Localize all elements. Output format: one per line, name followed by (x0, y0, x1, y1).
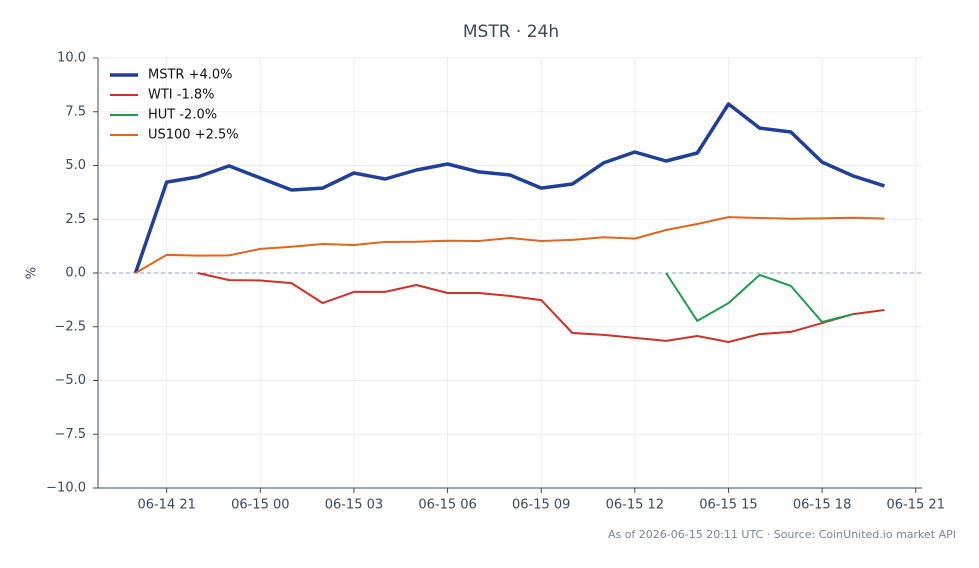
line-2 (665, 272, 854, 323)
x-tick-label: 06-15 03 (325, 498, 383, 513)
x-tick-label: 06-14 21 (137, 498, 195, 513)
y-tick-label: 2.5 (65, 212, 86, 227)
legend-label: MSTR +4.0% (148, 68, 233, 83)
chart-title: MSTR · 24h (463, 22, 559, 42)
y-tick-label: 7.5 (65, 104, 86, 119)
x-tick-label: 06-15 06 (418, 498, 476, 513)
footer: As of 2026-06-15 20:11 UTC · Source: Coi… (608, 528, 956, 541)
x-tick-label: 06-15 12 (606, 498, 664, 513)
x-tick-label: 06-15 21 (887, 498, 945, 513)
x-tick-label: 06-15 18 (793, 498, 851, 513)
y-tick-label: −5.0 (54, 373, 86, 388)
y-tick-label: −2.5 (54, 319, 86, 334)
line-0 (133, 102, 886, 274)
y-axis-label: % (25, 267, 40, 279)
y-tick-label: 0.0 (65, 266, 86, 281)
x-tick-label: 06-15 09 (512, 498, 570, 513)
line-1 (197, 272, 885, 343)
legend-label: HUT -2.0% (148, 108, 217, 123)
line-3 (134, 216, 885, 274)
y-tick-label: 5.0 (65, 158, 86, 173)
x-tick-label: 06-15 15 (699, 498, 757, 513)
y-tick-label: −10.0 (46, 481, 86, 496)
y-tick-label: −7.5 (54, 427, 86, 442)
legend-label: US100 +2.5% (148, 128, 239, 143)
x-tick-label: 06-15 00 (231, 498, 289, 513)
y-tick-label: 10.0 (57, 51, 86, 66)
legend-label: WTI -1.8% (148, 88, 214, 103)
